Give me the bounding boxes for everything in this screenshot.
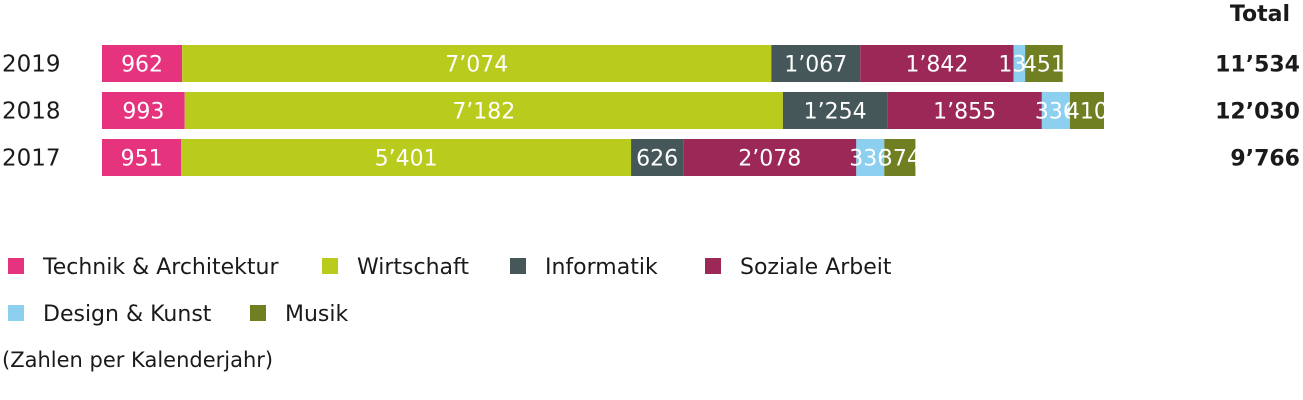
bar-segment-2018-3 <box>887 92 1042 129</box>
segment-value-label: 5’401 <box>375 147 438 172</box>
segment-value-label: 374 <box>879 147 921 172</box>
legend-label-1: Wirtschaft <box>357 255 469 280</box>
segment-value-label: 962 <box>121 53 163 78</box>
segment-value-label: 1’254 <box>804 100 867 125</box>
segment-value-label: 2’078 <box>738 147 801 172</box>
legend-label-4: Design & Kunst <box>43 302 212 327</box>
total-value-2019: 11’534 <box>1215 53 1300 78</box>
bar-segment-2017-1 <box>181 139 632 176</box>
legend-label-5: Musik <box>285 302 348 327</box>
total-header: Total <box>1230 2 1290 27</box>
segment-value-label: 410 <box>1066 100 1108 125</box>
segment-value-label: 1’855 <box>933 100 996 125</box>
bar-segment-2017-2 <box>631 139 684 176</box>
legend: Technik & Architektur Wirtschaft Informati… <box>8 255 892 327</box>
legend-label-2: Informatik <box>545 255 658 280</box>
footnote: (Zahlen per Kalenderjahr) <box>2 348 273 372</box>
legend-swatch-0 <box>8 258 24 274</box>
legend-swatch-1 <box>322 258 338 274</box>
bar-segment-2017-3 <box>683 139 857 176</box>
segment-value-label: 1’842 <box>905 53 968 78</box>
bar-segment-2017-5 <box>884 139 916 176</box>
bar-segment-2017-4 <box>856 139 885 176</box>
bar-segment-2019-2 <box>771 45 861 82</box>
bar-segment-2018-5 <box>1069 92 1104 129</box>
year-label-2019: 2019 <box>2 52 61 78</box>
segment-value-label: 993 <box>122 100 164 125</box>
segment-value-label: 7’182 <box>452 100 515 125</box>
legend-swatch-5 <box>250 305 266 321</box>
segment-value-label: 951 <box>121 147 163 172</box>
legend-swatch-4 <box>8 305 24 321</box>
bar-segment-2018-2 <box>782 92 888 129</box>
segment-value-label: 7’074 <box>445 53 508 78</box>
segment-value-label: 1’067 <box>784 53 847 78</box>
year-label-2018: 2018 <box>2 99 61 125</box>
segment-value-label: 451 <box>1023 53 1065 78</box>
bar-segment-2018-0 <box>102 92 185 129</box>
bar-segment-2019-4 <box>1013 45 1026 82</box>
total-value-2018: 12’030 <box>1215 100 1300 125</box>
bar-segment-2019-5 <box>1025 45 1063 82</box>
bar-segment-2017-0 <box>102 139 182 176</box>
legend-swatch-2 <box>510 258 526 274</box>
year-label-2017: 2017 <box>2 146 61 172</box>
legend-label-3: Soziale Arbeit <box>740 255 892 280</box>
segment-value-label: 626 <box>636 147 678 172</box>
legend-swatch-3 <box>705 258 721 274</box>
legend-label-0: Technik & Architektur <box>42 255 279 280</box>
bar-segment-2018-4 <box>1041 92 1070 129</box>
total-value-2017: 9’766 <box>1230 147 1300 172</box>
bar-segment-2018-1 <box>184 92 783 129</box>
bar-segment-2019-1 <box>182 45 772 82</box>
bar-segment-2019-3 <box>860 45 1014 82</box>
bar-segment-2019-0 <box>102 45 183 82</box>
